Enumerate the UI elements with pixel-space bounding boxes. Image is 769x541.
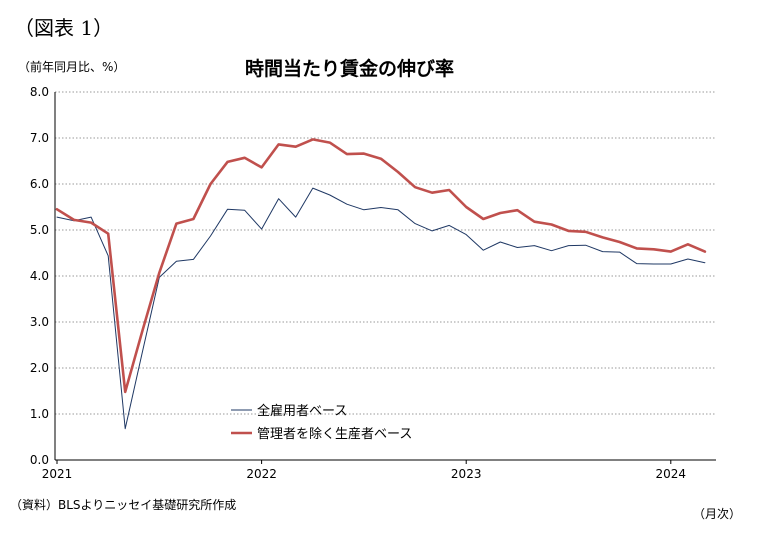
- x-tick-label: 2022: [246, 467, 277, 481]
- y-tick-label: 4.0: [30, 269, 49, 283]
- series-line-2: [55, 138, 707, 394]
- y-tick-label: 6.0: [30, 177, 49, 191]
- x-tick-labels: 2021 2022 2023 2024: [42, 467, 686, 481]
- y-tick-label: 8.0: [30, 85, 49, 99]
- x-tick-label: 2021: [42, 467, 73, 481]
- y-tick-label: 0.0: [30, 453, 49, 467]
- y-tick-label: 1.0: [30, 407, 49, 421]
- y-axis-unit-label: （前年同月比、%）: [18, 60, 126, 74]
- x-tick-label: 2024: [656, 467, 687, 481]
- x-axis-unit-label: （月次）: [693, 507, 742, 521]
- series-lines: [55, 138, 707, 430]
- gridlines: [55, 91, 716, 415]
- y-tick-label: 7.0: [30, 131, 49, 145]
- legend-label-1: 全雇用者ベース: [257, 403, 347, 419]
- figure-label: （図表 1）: [14, 16, 114, 40]
- x-tick-label: 2023: [451, 467, 482, 481]
- y-tick-label: 5.0: [30, 223, 49, 237]
- y-tick-label: 3.0: [30, 315, 49, 329]
- y-tick-label: 2.0: [30, 361, 49, 375]
- chart-title: 時間当たり賃金の伸び率: [245, 58, 455, 80]
- series-line-1: [56, 187, 706, 430]
- y-tick-labels: 0.0 1.0 2.0 3.0 4.0 5.0 6.0 7.0 8.0: [30, 85, 49, 467]
- legend-label-2: 管理者を除く生産者ベース: [257, 426, 412, 442]
- source-note: （資料）BLSよりニッセイ基礎研究所作成: [10, 498, 237, 512]
- axes: [54, 92, 716, 464]
